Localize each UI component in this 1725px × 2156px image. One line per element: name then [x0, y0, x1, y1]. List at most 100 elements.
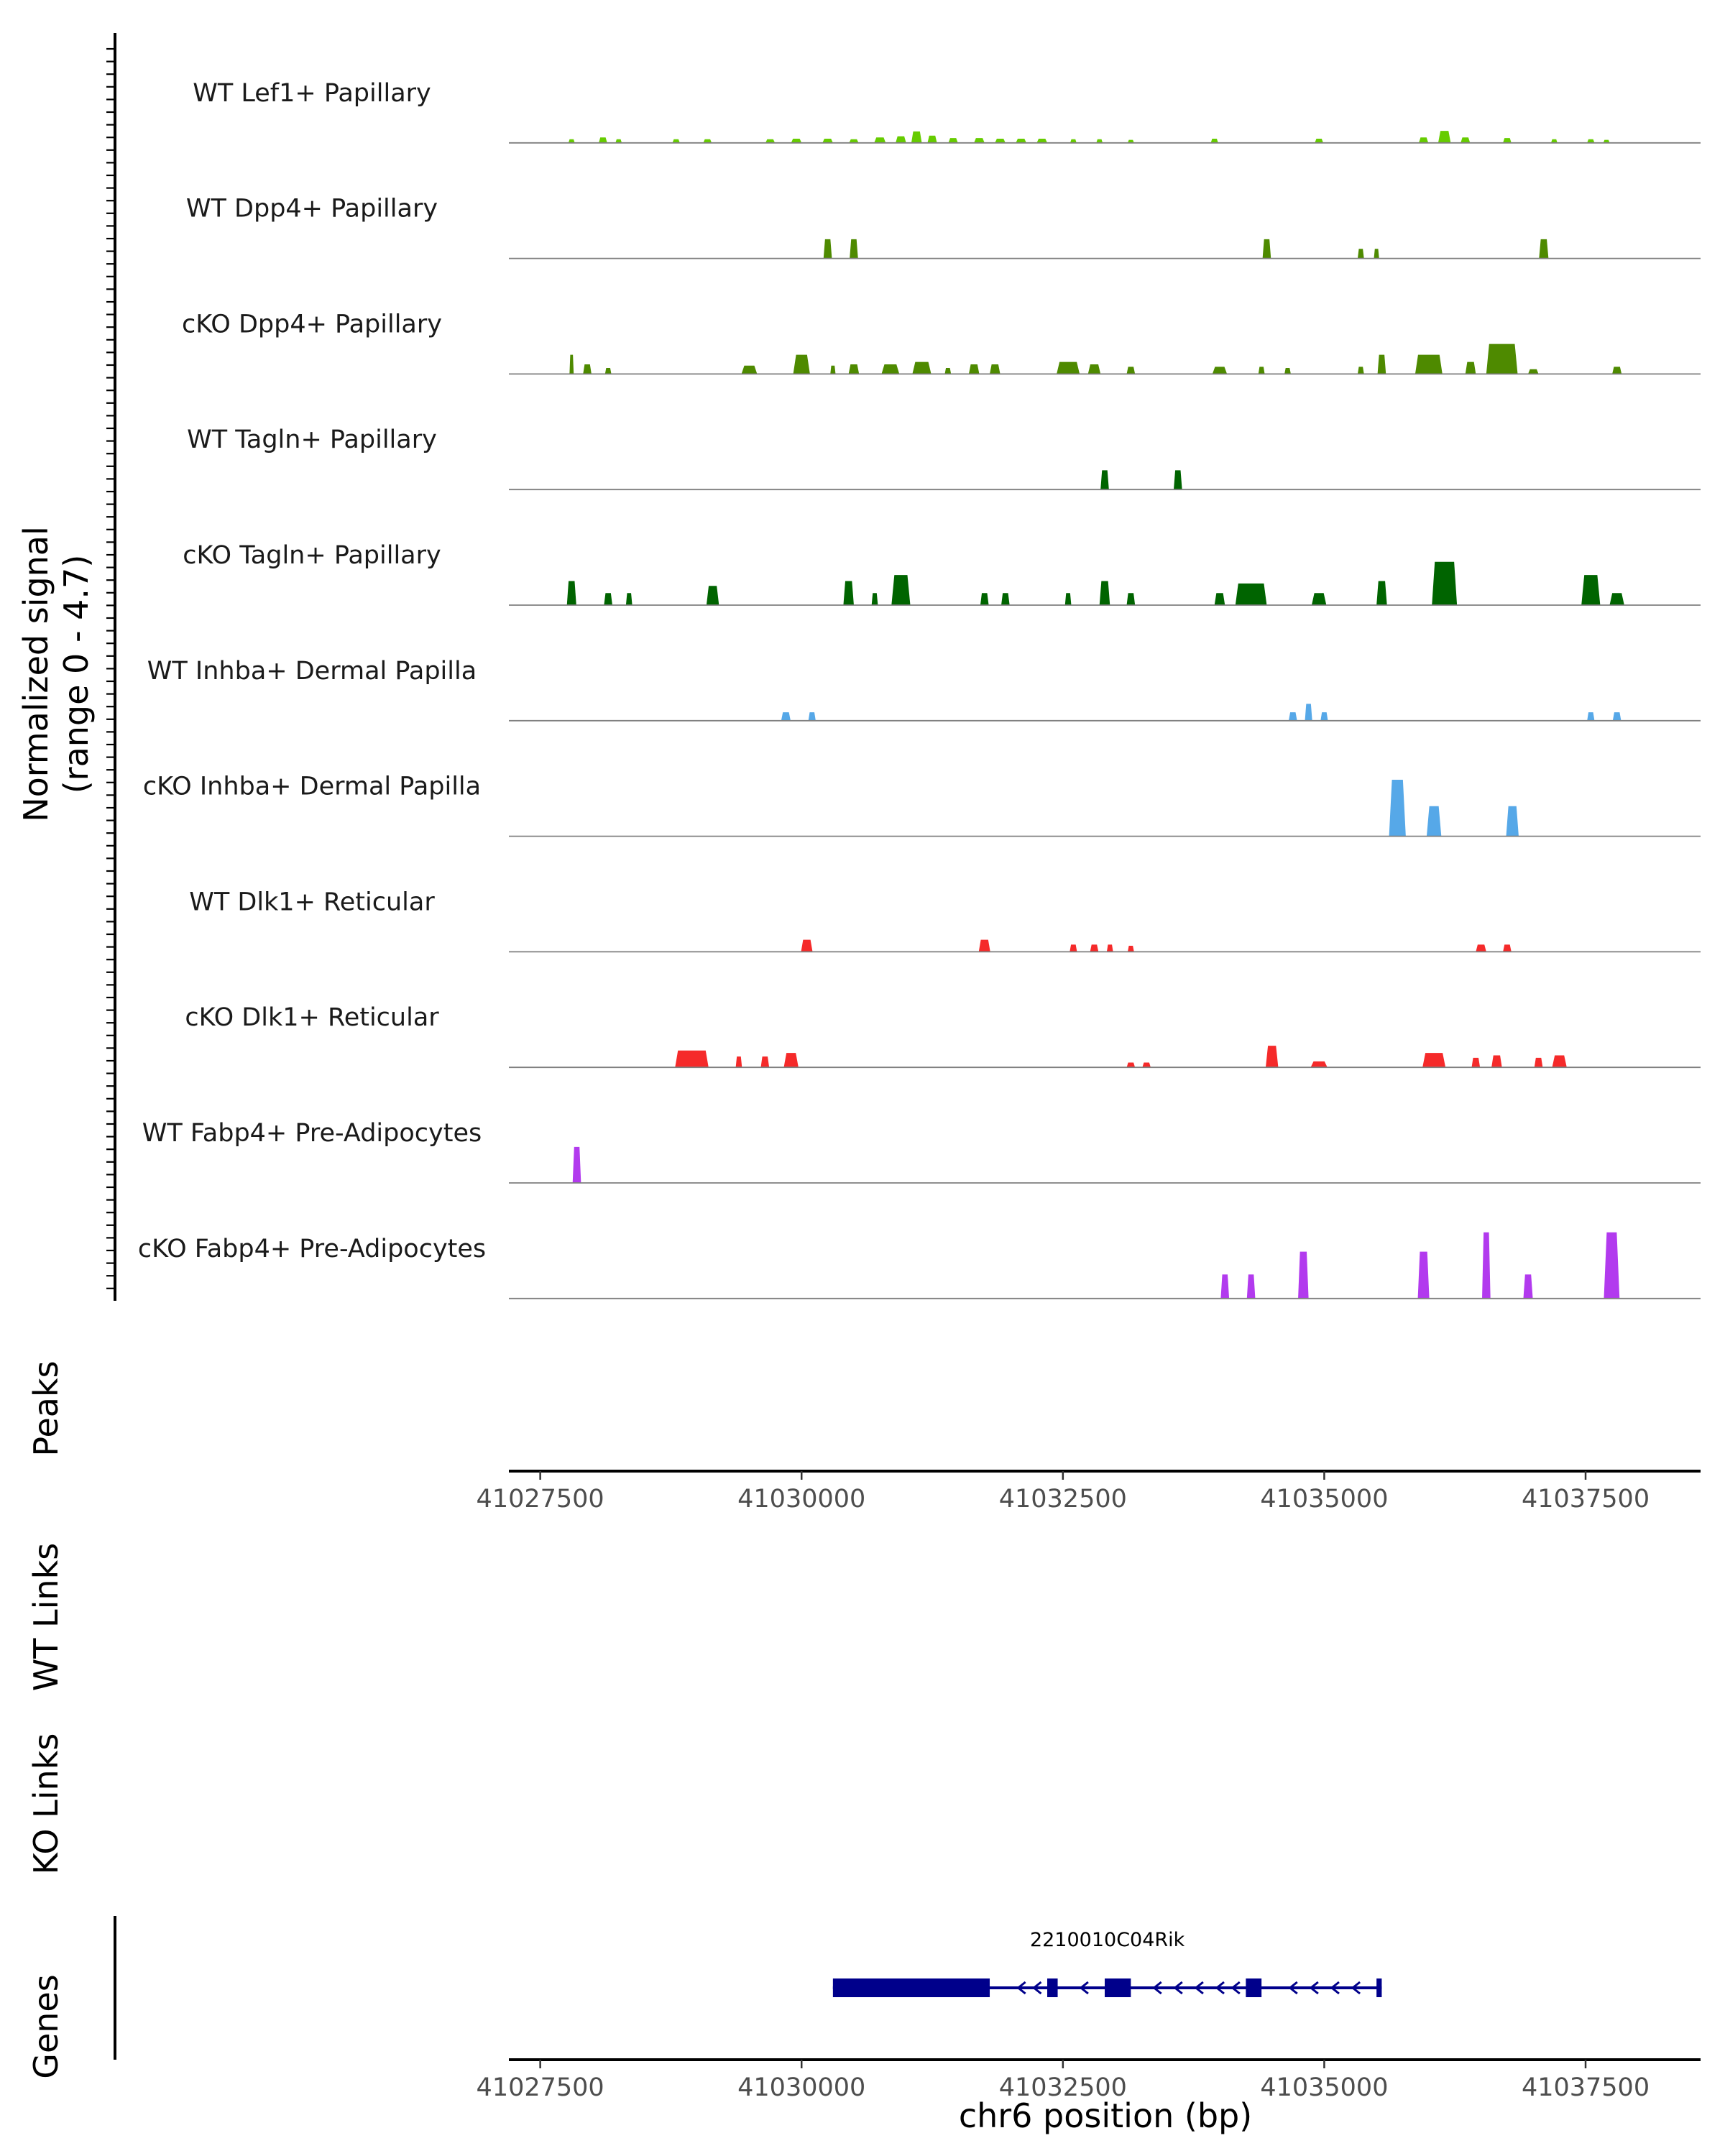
signal-peak: [1214, 593, 1225, 605]
signal-peak: [572, 1146, 581, 1183]
signal-peak: [1389, 779, 1406, 837]
signal-peak: [823, 239, 832, 259]
gene-exon: [1376, 1978, 1382, 1997]
signal-peak: [703, 139, 712, 143]
signal-peak: [849, 139, 859, 143]
signal-peak: [978, 939, 990, 952]
track-label: WT Inhba+ Dermal Papilla: [147, 657, 477, 686]
track-label: WT Dlk1+ Reticular: [189, 888, 435, 916]
signal-peak: [1258, 367, 1265, 374]
track-9: cKO Dlk1+ Reticular: [185, 1003, 1701, 1069]
track-label: cKO Tagln+ Papillary: [183, 541, 441, 570]
signal-peak: [974, 138, 985, 143]
gene-track: 2210010C04Rik: [832, 1929, 1382, 1997]
signal-peak: [604, 593, 612, 605]
strand-arrow-icon: [1230, 1981, 1241, 1995]
signal-peak: [1100, 470, 1109, 490]
signal-peak: [1503, 138, 1512, 143]
signal-peak: [1376, 581, 1387, 605]
signal-peak: [1604, 1232, 1620, 1299]
signal-peak: [850, 239, 858, 259]
signal-peak: [569, 354, 574, 374]
strand-arrow-icon: [1173, 1981, 1183, 1995]
signal-peak: [735, 1056, 742, 1068]
signal-peak: [1016, 138, 1026, 143]
signal-peak: [881, 364, 900, 374]
signal-peak: [1419, 137, 1429, 143]
track-label: WT Lef1+ Papillary: [193, 79, 431, 108]
signal-peak: [1438, 131, 1451, 143]
gene-name: 2210010C04Rik: [1030, 1929, 1185, 1951]
signal-peak: [1246, 1274, 1256, 1299]
signal-peak: [1235, 583, 1267, 605]
signal-peak: [1087, 364, 1101, 374]
signal-peak: [1096, 139, 1103, 143]
signal-peak: [1126, 593, 1136, 605]
x-axis-genes-tick-label: 41027500: [477, 2073, 604, 2102]
track-3: cKO Dpp4+ Papillary: [182, 310, 1701, 375]
signal-peak: [1417, 1251, 1430, 1299]
track-11: cKO Fabp4+ Pre-Adipocytes: [138, 1232, 1701, 1299]
signal-peak: [615, 139, 622, 143]
track-label: WT Tagln+ Papillary: [187, 425, 437, 454]
signal-peak: [1491, 1055, 1502, 1068]
signal-peak: [1106, 944, 1113, 952]
signal-peak: [1064, 593, 1072, 605]
x-axis-title: chr6 position (bp): [959, 2096, 1252, 2135]
signal-peak: [675, 1050, 709, 1068]
signal-peak: [1528, 369, 1539, 374]
gene-exon: [1246, 1978, 1262, 1997]
track-7: cKO Inhba+ Dermal Papilla: [143, 773, 1701, 837]
gene-exon: [1047, 1978, 1058, 1997]
x-axis-genes-tick-label: 41032500: [999, 2073, 1127, 2102]
strand-arrow-icon: [1152, 1981, 1162, 1995]
signal-peak: [1265, 1046, 1279, 1068]
track-label: WT Fabp4+ Pre-Adipocytes: [142, 1119, 482, 1148]
annotation-panels: Peaks WT Links KO Links Genes: [27, 1360, 116, 2079]
signal-peak: [896, 136, 906, 143]
signal-peak: [672, 139, 680, 143]
signal-peak: [1426, 806, 1442, 837]
signal-peak: [1587, 712, 1595, 721]
signal-peak: [1311, 593, 1327, 605]
signal-peak: [848, 364, 860, 374]
signal-peak: [912, 361, 932, 374]
signal-peak: [944, 368, 952, 374]
signal-peak: [830, 365, 836, 374]
panel-title: WT Links: [27, 1543, 65, 1691]
signal-peak: [1612, 367, 1622, 374]
signal-peak: [871, 593, 878, 605]
signal-peak: [625, 593, 632, 605]
signal-peak: [1539, 239, 1549, 259]
signal-peak: [566, 581, 576, 605]
signal-peak: [948, 138, 958, 143]
signal-peak: [1173, 470, 1182, 490]
coverage-tracks: WT Lef1+ Papillary WT Dpp4+ Papillary cKO …: [138, 79, 1701, 1299]
signal-peak: [783, 1053, 799, 1068]
signal-peak: [1374, 249, 1379, 259]
signal-peak: [808, 712, 816, 721]
x-axis-genes-tick-label: 41037500: [1522, 2073, 1650, 2102]
x-axis-peaks-tick-label: 41030000: [737, 1485, 865, 1514]
signal-peak: [793, 354, 810, 374]
strand-arrow-icon: [1032, 1981, 1042, 1995]
signal-peak: [1503, 944, 1512, 952]
signal-peak: [1486, 344, 1518, 374]
strand-arrow-icon: [1016, 1981, 1026, 1995]
signal-peak: [1551, 139, 1558, 143]
signal-peak: [1581, 575, 1601, 605]
signal-peak: [1126, 1062, 1136, 1068]
signal-peak: [1298, 1251, 1309, 1299]
signal-peak: [1465, 361, 1476, 374]
signal-peak: [1609, 593, 1624, 605]
track-label: cKO Inhba+ Dermal Papilla: [143, 773, 481, 801]
signal-peak: [1506, 806, 1519, 837]
strand-arrow-icon: [1215, 1981, 1225, 1995]
signal-peak: [1471, 1057, 1481, 1068]
signal-peak: [1220, 1274, 1230, 1299]
signal-peak: [1284, 368, 1291, 374]
signal-peak: [1262, 239, 1271, 259]
signal-peak: [801, 939, 813, 952]
strand-arrow-icon: [1079, 1981, 1089, 1995]
